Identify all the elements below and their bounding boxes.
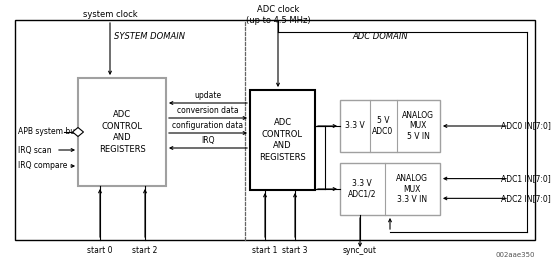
Text: ADC clock
(up to 4.5 MHz): ADC clock (up to 4.5 MHz) xyxy=(246,5,310,25)
Text: sync_out: sync_out xyxy=(343,246,377,255)
Text: 3.3 V
ADC1/2: 3.3 V ADC1/2 xyxy=(348,179,376,199)
Text: ADC2 IN[7:0]: ADC2 IN[7:0] xyxy=(501,194,551,203)
Text: update: update xyxy=(195,91,222,100)
Text: start 0: start 0 xyxy=(87,246,113,255)
Text: conversion data: conversion data xyxy=(177,106,239,115)
Text: 002aae350: 002aae350 xyxy=(495,252,535,258)
Text: system clock: system clock xyxy=(83,10,137,19)
Text: ADC1 IN[7:0]: ADC1 IN[7:0] xyxy=(501,174,551,183)
Polygon shape xyxy=(72,127,84,136)
Text: ADC
CONTROL
AND
REGISTERS: ADC CONTROL AND REGISTERS xyxy=(259,118,306,162)
Text: ANALOG
MUX
3.3 V IN: ANALOG MUX 3.3 V IN xyxy=(396,174,428,204)
Text: SYSTEM DOMAIN: SYSTEM DOMAIN xyxy=(114,32,185,41)
Bar xyxy=(340,100,440,152)
Bar xyxy=(340,163,440,215)
Text: 3.3 V: 3.3 V xyxy=(345,122,365,131)
Text: IRQ scan: IRQ scan xyxy=(18,146,51,155)
Text: IRQ: IRQ xyxy=(201,136,215,145)
Text: start 1: start 1 xyxy=(252,246,278,255)
Text: configuration data: configuration data xyxy=(173,121,243,130)
Text: APB system bus: APB system bus xyxy=(18,127,79,136)
Text: ANALOG
MUX
5 V IN: ANALOG MUX 5 V IN xyxy=(402,111,434,141)
Text: start 3: start 3 xyxy=(282,246,308,255)
Text: start 2: start 2 xyxy=(132,246,158,255)
Bar xyxy=(15,20,535,240)
Text: ADC
CONTROL
AND
REGISTERS: ADC CONTROL AND REGISTERS xyxy=(98,110,145,154)
Text: 5 V
ADC0: 5 V ADC0 xyxy=(372,116,394,136)
Bar xyxy=(250,90,315,190)
Bar xyxy=(78,78,166,186)
Text: ADC0 IN[7:0]: ADC0 IN[7:0] xyxy=(501,122,551,131)
Text: ADC DOMAIN: ADC DOMAIN xyxy=(352,32,408,41)
Text: IRQ compare: IRQ compare xyxy=(18,161,67,171)
